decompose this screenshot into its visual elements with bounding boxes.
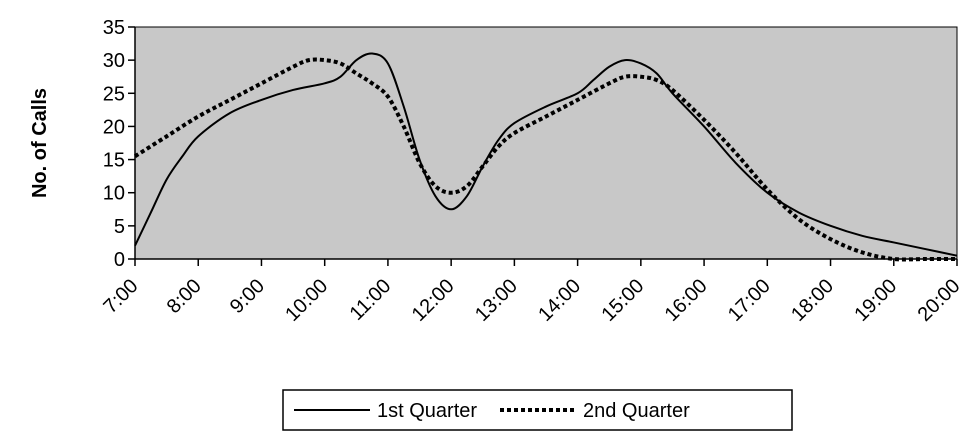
y-tick-label: 10 bbox=[103, 183, 125, 205]
legend-label-series-2: 2nd Quarter bbox=[583, 400, 690, 422]
y-tick-label: 25 bbox=[103, 83, 125, 105]
y-axis-ticks: 0 5 10 15 20 25 30 35 bbox=[103, 17, 135, 271]
x-axis-ticks: 7:00 8:00 9:00 10:00 11:00 12:00 13:00 14:00 15:… bbox=[99, 259, 959, 326]
x-tick-label: 18:00 bbox=[787, 275, 838, 326]
y-tick-label: 15 bbox=[103, 150, 125, 172]
y-tick-label: 0 bbox=[114, 249, 125, 271]
y-tick-label: 5 bbox=[114, 216, 125, 238]
x-tick-label: 14:00 bbox=[534, 275, 585, 326]
plot-area bbox=[134, 26, 958, 260]
series-layer bbox=[133, 52, 958, 262]
x-tick-label: 17:00 bbox=[724, 275, 775, 326]
x-tick-label: 20:00 bbox=[914, 275, 959, 326]
x-tick-label: 12:00 bbox=[408, 275, 459, 326]
y-tick-label: 30 bbox=[103, 50, 125, 72]
series-line-2 bbox=[133, 57, 957, 262]
y-tick-label: 20 bbox=[103, 116, 125, 138]
x-tick-label: 8:00 bbox=[163, 275, 206, 318]
x-tick-label: 10:00 bbox=[281, 275, 332, 326]
x-tick-label: 11:00 bbox=[346, 275, 396, 325]
series-line-1 bbox=[134, 52, 958, 257]
x-tick-label: 15:00 bbox=[597, 275, 648, 326]
x-tick-label: 9:00 bbox=[226, 275, 269, 318]
x-tick-label: 19:00 bbox=[850, 275, 901, 326]
x-tick-label: 7:00 bbox=[99, 275, 142, 318]
x-tick-label: 16:00 bbox=[661, 275, 712, 326]
x-tick-label: 13:00 bbox=[471, 275, 522, 326]
y-tick-label: 35 bbox=[103, 17, 125, 39]
legend: 1st Quarter 2nd Quarter bbox=[282, 389, 793, 431]
legend-label-series-1: 1st Quarter bbox=[377, 400, 477, 422]
y-axis-title: No. of Calls bbox=[29, 88, 51, 198]
